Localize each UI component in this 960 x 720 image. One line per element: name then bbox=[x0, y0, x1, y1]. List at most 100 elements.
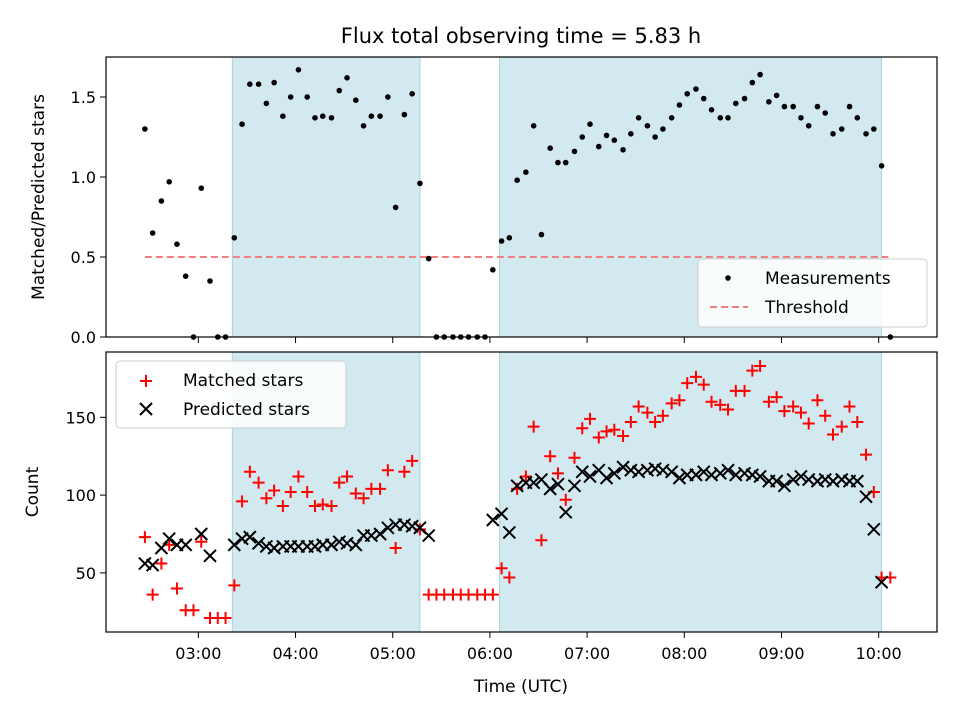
y-tick-label: 0.0 bbox=[71, 328, 96, 347]
matched-stars-point bbox=[268, 484, 281, 497]
matched-stars-point bbox=[349, 487, 362, 500]
observing-window bbox=[499, 351, 883, 633]
y-axis-ticks-bottom: 50 100 150 bbox=[65, 408, 106, 583]
measurement-point bbox=[863, 131, 869, 137]
predicted-stars-point bbox=[494, 507, 509, 521]
measurement-point bbox=[547, 145, 553, 151]
x-axis-ticks-top bbox=[197, 337, 880, 343]
measurement-point bbox=[708, 107, 715, 113]
predicted-stars-point bbox=[543, 482, 557, 496]
predicted-stars-point bbox=[559, 505, 573, 519]
matched-stars-point bbox=[559, 493, 572, 506]
predicted-stars-point bbox=[567, 479, 582, 493]
matched-stars-point bbox=[641, 406, 654, 419]
measurement-point bbox=[312, 115, 318, 121]
measurement-point bbox=[295, 67, 302, 73]
legend-top: Measurements Threshold bbox=[697, 258, 928, 328]
measurement-point bbox=[717, 115, 724, 121]
measurement-point bbox=[757, 71, 763, 78]
measurement-point bbox=[247, 81, 253, 87]
predicted-stars-point bbox=[324, 538, 339, 552]
measurement-point bbox=[385, 94, 391, 100]
measurement-point bbox=[628, 131, 634, 137]
matched-stars-point bbox=[746, 364, 759, 377]
predicted-stars-point bbox=[786, 472, 800, 487]
matched-stars-point bbox=[705, 395, 718, 408]
matched-stars-point bbox=[819, 409, 832, 422]
matched-stars-point bbox=[778, 405, 791, 418]
matched-stars-point bbox=[754, 360, 767, 372]
count-points bbox=[138, 360, 897, 624]
measurement-point bbox=[620, 147, 626, 153]
legend-label-measurements: Measurements bbox=[765, 269, 891, 289]
plot-frame-bottom bbox=[105, 351, 938, 633]
measurement-point bbox=[644, 123, 651, 129]
matched-stars-point bbox=[146, 588, 159, 601]
measurement-point bbox=[231, 235, 238, 241]
measurement-point bbox=[368, 113, 375, 119]
predicted-stars-point bbox=[373, 527, 387, 541]
matched-stars-point bbox=[276, 500, 289, 512]
matched-stars-point bbox=[252, 476, 265, 489]
matched-stars-point bbox=[316, 498, 329, 511]
matched-stars-point bbox=[827, 428, 840, 441]
legend-marker-measurements bbox=[725, 275, 731, 281]
matched-stars-point bbox=[406, 454, 419, 467]
matched-stars-point bbox=[794, 406, 807, 419]
measurement-point bbox=[652, 134, 658, 140]
measurement-point bbox=[587, 121, 593, 127]
matched-stars-point bbox=[333, 476, 346, 489]
measurement-point bbox=[766, 99, 772, 105]
x-tick-label: 03:00 bbox=[175, 644, 221, 663]
matched-stars-point bbox=[811, 394, 824, 407]
measurement-point bbox=[377, 113, 383, 119]
measurement-point bbox=[514, 177, 520, 183]
measurement-point bbox=[401, 111, 408, 118]
predicted-stars-point bbox=[421, 528, 436, 543]
predicted-stars-point bbox=[616, 460, 630, 474]
matched-stars-point bbox=[138, 531, 151, 544]
measurement-point bbox=[530, 123, 537, 129]
predicted-stars-point bbox=[502, 525, 517, 540]
predicted-stars-point bbox=[599, 471, 614, 485]
measurement-point bbox=[174, 241, 180, 247]
matched-stars-point bbox=[374, 482, 387, 495]
matched-stars-point bbox=[592, 431, 605, 444]
measurement-point bbox=[344, 75, 350, 81]
x-tick-label: 09:00 bbox=[758, 644, 804, 663]
predicted-stars-point bbox=[794, 469, 808, 484]
predicted-stars-point bbox=[672, 471, 687, 485]
measurement-point bbox=[571, 148, 578, 155]
predicted-stars-point bbox=[575, 465, 589, 479]
measurement-point bbox=[684, 91, 691, 97]
matched-stars-point bbox=[292, 470, 305, 483]
predicted-stars-point bbox=[867, 522, 881, 537]
x-tick-label: 10:00 bbox=[856, 644, 902, 663]
measurement-point bbox=[287, 94, 294, 100]
measurement-point bbox=[603, 132, 610, 139]
predicted-stars-point bbox=[777, 479, 792, 493]
x-axis-ticks-bottom: 03:00 04:00 05:00 06:00 07:00 08:00 09:00 10:00 bbox=[175, 632, 902, 663]
measurement-point bbox=[336, 87, 343, 94]
measurement-point bbox=[693, 86, 699, 92]
measurement-point bbox=[409, 91, 415, 97]
measurement-point bbox=[805, 123, 812, 129]
y-tick-label: 1.0 bbox=[71, 168, 96, 187]
chart-title: Flux total observing time = 5.83 h bbox=[341, 24, 701, 48]
measurement-point bbox=[798, 115, 804, 121]
matched-stars-point bbox=[584, 412, 597, 425]
measurement-point bbox=[255, 81, 262, 87]
y-tick-label: 1.5 bbox=[71, 88, 96, 107]
matched-stars-point bbox=[155, 557, 168, 570]
matched-stars-point bbox=[228, 579, 241, 592]
matched-stars-point bbox=[835, 420, 848, 433]
matched-stars-point bbox=[544, 450, 557, 463]
y-axis-label-top: Matched/Predicted stars bbox=[29, 94, 49, 300]
predicted-stars-point bbox=[583, 469, 597, 484]
predicted-stars-point bbox=[381, 521, 395, 535]
measurement-point bbox=[149, 230, 156, 236]
measurement-point bbox=[304, 94, 310, 100]
measurement-point bbox=[562, 159, 569, 166]
matched-stars-point bbox=[802, 417, 815, 430]
measurement-point bbox=[360, 123, 367, 129]
